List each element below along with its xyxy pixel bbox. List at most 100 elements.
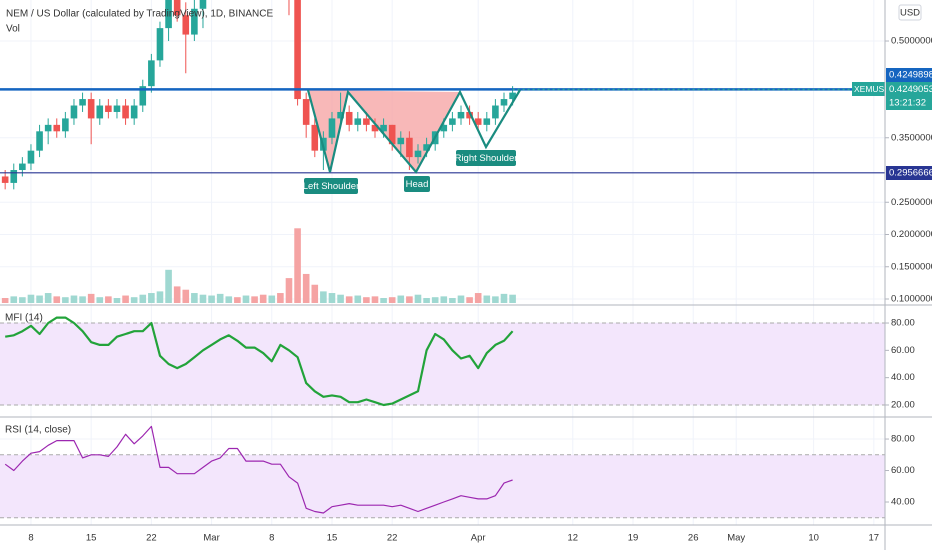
level-layer [0,88,885,174]
candle-body [44,124,52,132]
volume-bar [191,293,198,303]
x-tick-label: 15 [86,533,97,544]
volume-bar [354,295,362,303]
volume-bar [440,296,448,303]
symbol-badge [852,82,885,96]
volume-bar [285,278,293,303]
x-tick-label: 12 [568,533,579,544]
candle-body [191,8,198,35]
candle-body [457,111,465,119]
candle-body [79,99,86,106]
candle-body [53,124,61,132]
candle-body [354,118,362,125]
volume-bar [388,297,396,303]
indicator-line [4,425,513,514]
volume-bar [397,295,405,303]
volume-bar [242,295,250,303]
volume-bar [371,296,379,303]
rsi-title: RSI (14, close) [5,425,71,436]
candle-body [380,124,387,132]
candle-body [371,124,379,132]
candle-body [440,124,448,132]
volume-bar [302,273,310,303]
x-tick-label: Mar [203,533,219,544]
x-tick-label: 8 [269,533,274,544]
y-tick-label: 40.00 [891,372,915,383]
annotation: Head [406,179,429,190]
x-tick-label: 22 [146,533,157,544]
candle-body [96,105,104,119]
candle-body [483,118,491,125]
volume-bar [431,297,439,303]
volume-bar [139,294,147,303]
candle-body [10,170,18,183]
symbol-label: XEMUSD [854,84,890,94]
volume-title: Vol [6,24,20,35]
x-tick-label: May [727,533,745,544]
candle-body [500,99,508,106]
annotation-box [404,176,430,192]
y-tick-label: 20.00 [891,399,915,410]
volume-bar [36,295,43,303]
volume-bar [380,298,387,303]
volume-bar [259,294,267,303]
x-tick-label: 15 [327,533,338,544]
candle-body [105,105,112,112]
band-fill [0,323,885,405]
chart-title: NEM / US Dollar (calculated by TradingVi… [6,9,273,20]
candle-body [328,118,336,138]
candle-body [363,118,370,125]
volume-bar [53,296,61,303]
currency[interactable]: USD [900,8,920,19]
volume-bar [500,293,508,303]
candle-body [199,0,207,9]
candle-body [474,118,482,125]
volume-bar [363,297,370,303]
candle-body [27,150,35,164]
volume-bar [328,293,336,303]
volume-bar [225,296,233,303]
volume-bar [457,295,465,303]
volume-bar [199,294,207,303]
y-tick-label: 60.00 [891,465,915,476]
candle-body [388,124,396,145]
volume-bar [173,286,181,303]
volume-bar [182,289,190,303]
y-tick-label: 0.10000000 [891,294,932,305]
y-tick-label: 0.20000000 [891,229,932,240]
candle-body [311,124,319,151]
volume-bar [466,297,473,303]
volume-bar [509,294,516,303]
volume-bar [251,296,258,303]
volume-bar [130,297,138,303]
grid-layer [0,0,885,525]
candle-body [466,111,473,119]
volume-bar [294,228,301,303]
level-badge [886,166,932,180]
candle-body [113,105,121,112]
candle-body [156,28,164,61]
volume-bar [105,296,112,303]
candle-body [130,105,138,119]
annotation-box [456,150,516,166]
y-tick-label: 80.00 [891,434,915,445]
volume-bar [483,295,491,303]
volume-bar [87,293,95,303]
x-tick-label: 8 [28,533,33,544]
currency-button[interactable] [898,4,922,21]
indicator-layer [4,316,514,514]
indicator-line [5,316,514,407]
volume-bar [216,293,224,303]
annotation: Left Shoulder [303,181,360,192]
volume-bar [156,291,164,303]
band-fill [0,454,885,518]
x-tick-label: 26 [688,533,699,544]
volume-bar [1,298,9,303]
volume-bar [113,298,121,303]
x-tick-label: 22 [387,533,398,544]
volume-bar [320,291,327,303]
y-tick-label: 40.00 [891,497,915,508]
candle-body [36,131,43,151]
volume-bar [406,296,413,303]
level-label: 0.42498987 [889,70,932,81]
